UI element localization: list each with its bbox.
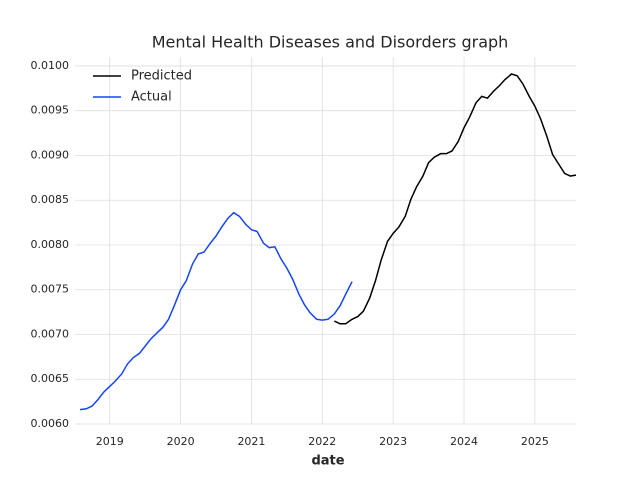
y-tick-label: 0.0065 [31,372,70,385]
y-tick-label: 0.0090 [31,148,70,161]
legend-label: Predicted [131,69,192,84]
x-axis-label: date [311,454,344,469]
y-tick-label: 0.0060 [31,417,70,430]
chart-title: Mental Health Diseases and Disorders gra… [152,33,509,52]
y-tick-label: 0.0070 [31,327,70,340]
x-tick-label: 2022 [308,435,336,448]
x-tick-label: 2023 [379,435,407,448]
x-tick-label: 2019 [96,435,124,448]
x-tick-label: 2021 [237,435,265,448]
x-tick-label: 2020 [167,435,195,448]
y-tick-label: 0.0100 [31,59,70,72]
y-tick-label: 0.0095 [31,104,70,117]
x-tick-label: 2024 [450,435,478,448]
line-series [334,73,577,325]
legend-label: Actual [131,90,172,105]
y-tick-label: 0.0080 [31,238,70,251]
x-tick-label: 2025 [521,435,549,448]
y-tick-label: 0.0075 [31,283,70,296]
y-tick-label: 0.0085 [31,193,70,206]
line-series [79,211,353,411]
